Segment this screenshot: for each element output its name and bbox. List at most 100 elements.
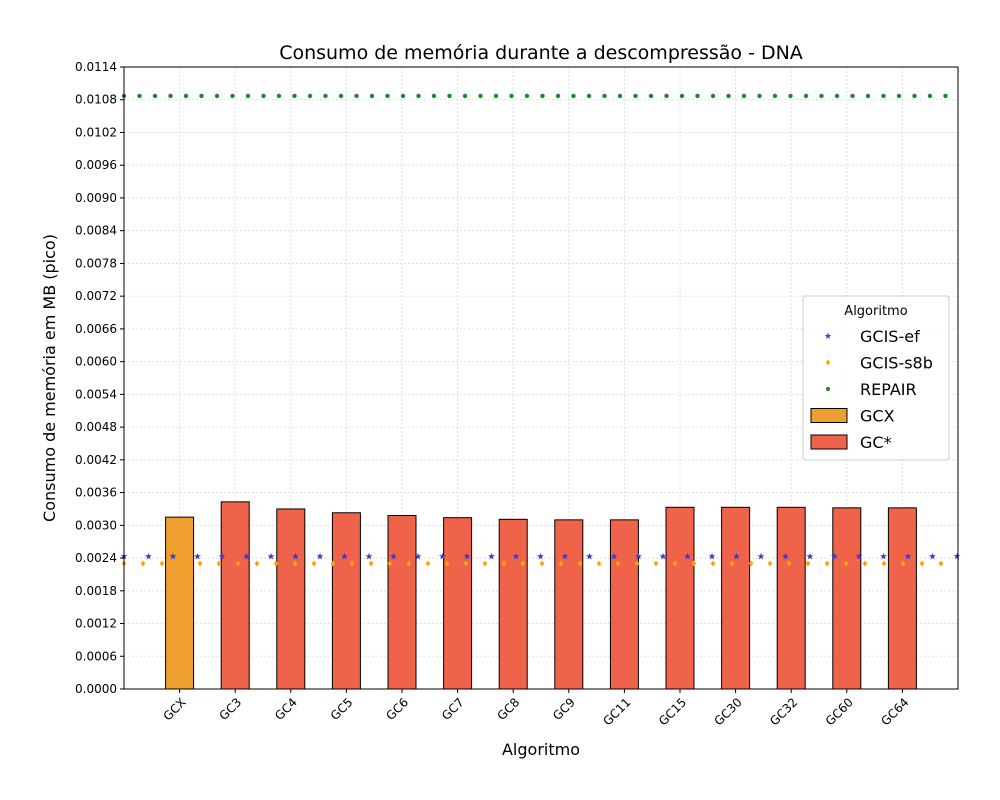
series-point [365,552,373,560]
series-point [197,560,203,567]
y-tick-label: 0.0102 [75,125,117,139]
series-point [617,93,623,99]
series-point [214,93,220,99]
bars [165,501,917,690]
plot-frame [123,66,959,690]
series-point [653,560,659,567]
series-point [806,552,814,560]
series-point [819,93,824,99]
series-point [805,560,811,567]
series-point [596,560,602,567]
series-point [900,560,906,567]
y-tick-label: 0.0114 [75,60,117,74]
x-tick-label: GC11 [600,695,633,728]
series-point [276,93,282,99]
series-point [586,552,593,560]
series-point [387,560,393,567]
legend-item: REPAIR [825,380,917,399]
series-point [748,560,754,567]
series-point [803,93,809,99]
series-point [904,552,912,560]
y-axis-title: Consumo de memória em MB (pico) [40,234,59,522]
series-repair [121,93,948,99]
x-tick-label: GC30 [712,695,745,728]
series-point [927,93,933,99]
series-point [341,552,348,560]
series-point [555,93,561,99]
series-point [261,93,266,99]
x-tick-label: GC64 [878,695,911,728]
y-tick-label: 0.0000 [75,682,117,696]
bar-gc6 [387,514,417,690]
series-point [586,93,592,99]
bar-gc5 [331,512,361,690]
legend-label: GCIS-s8b [860,354,933,373]
series-point [615,560,621,567]
legend-marker-gcis-s8b [825,359,831,366]
series-point [757,552,765,560]
series-point [512,552,520,560]
series-point [194,552,201,560]
series-point [316,552,324,560]
x-tick-label: GC5 [328,695,356,723]
y-tick-label: 0.0012 [75,617,117,631]
series-point [463,560,469,567]
series-point [385,93,390,99]
series-point [953,552,961,560]
series-point [218,552,226,560]
series-point [561,552,569,560]
series-point [168,93,173,99]
y-tick-label: 0.0048 [75,420,117,434]
grid-lines [124,66,958,690]
series-point [493,93,499,99]
series-point [537,552,544,560]
series-point [881,93,886,99]
series-point [145,552,152,560]
series-point [482,560,488,567]
bar-gc8 [498,518,528,690]
y-tick-label: 0.0072 [75,289,117,303]
series-point [183,93,189,99]
series-point [178,560,184,567]
series-point [862,560,868,567]
x-tick-label: GCX [161,695,189,723]
series-point [672,560,678,567]
x-tick-label: GC4 [272,695,300,723]
legend-items: GCIS-ef GCIS-s8b REPAIR GCX GC* [810,327,933,452]
series-point [159,560,165,567]
series-point [509,93,514,99]
series-point [540,93,545,99]
x-tick-label: GC8 [495,695,523,723]
series-point [633,93,638,99]
legend-item: GCIS-s8b [825,354,933,373]
legend-label: GCIS-ef [860,327,920,346]
bar-gcx [165,516,195,690]
series-point [824,560,830,567]
series-point [929,552,936,560]
bar-gc64 [887,507,917,690]
bar-gc3 [220,501,250,690]
series-point [307,93,313,99]
y-tick-label: 0.0108 [75,93,117,107]
legend-marker-repair [825,386,831,392]
series-point [634,560,640,567]
series-point [943,93,948,99]
series-point [741,93,747,99]
series-point [710,560,716,567]
series-point [520,560,526,567]
series-point [444,560,450,567]
y-tick-label: 0.0090 [75,191,117,205]
series-point [431,93,437,99]
series-point [610,552,618,560]
series-point [152,93,158,99]
legend: Algoritmo GCIS-ef GCIS-s8b REPAIR GCX GC* [802,295,950,461]
bar-gc7 [443,517,473,690]
y-tick-label: 0.0036 [75,486,117,500]
series-point [368,560,374,567]
series-point [757,93,762,99]
series-point [169,552,177,560]
series-point [679,93,685,99]
reference-lines [120,93,961,567]
series-point [684,552,691,560]
